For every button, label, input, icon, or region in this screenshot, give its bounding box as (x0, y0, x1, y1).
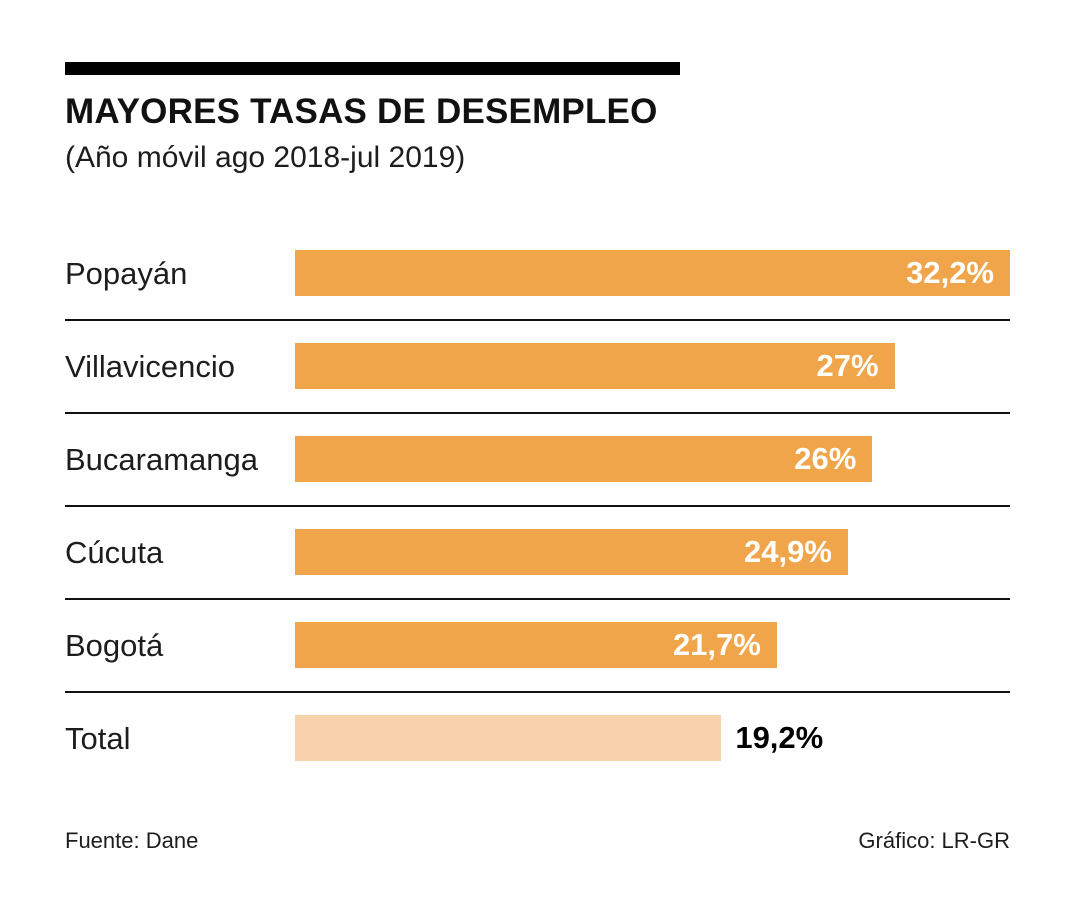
row-divider (65, 504, 1010, 507)
bar-track: 24,9% (295, 529, 1010, 575)
bar-track: 27% (295, 343, 1010, 389)
value-label: 27% (816, 348, 879, 383)
bar: 24,9% (295, 529, 848, 575)
bar (295, 715, 722, 761)
value-label: 26% (794, 441, 857, 476)
bar-chart: Popayán 32,2% Villavicencio 27% Bucarama… (65, 228, 1010, 784)
bar-row-total: Total 19,2% (65, 693, 1010, 784)
category-label: Bogotá (65, 627, 164, 663)
source-credit: Fuente: Dane (65, 827, 199, 853)
chart-footer: Fuente: Dane Gráfico: LR-GR (65, 828, 1010, 854)
row-divider (65, 597, 1010, 600)
bar: 21,7% (295, 622, 777, 668)
value-label: 21,7% (672, 627, 761, 662)
bar-track: 32,2% (295, 250, 1010, 296)
bar-row: Popayán 32,2% (65, 228, 1010, 319)
bar-row: Villavicencio 27% (65, 321, 1010, 412)
bar: 27% (295, 343, 895, 389)
value-label: 24,9% (743, 534, 832, 569)
chart-title: MAYORES TASAS DE DESEMPLEO (65, 92, 658, 131)
category-label: Bucaramanga (65, 441, 259, 477)
row-divider (65, 411, 1010, 414)
chart-subtitle: (Año móvil ago 2018-jul 2019) (65, 140, 466, 174)
bar-track: 26% (295, 436, 1010, 482)
bar: 26% (295, 436, 873, 482)
category-label: Total (65, 720, 131, 756)
bar-track: 21,7% (295, 622, 1010, 668)
category-label: Villavicencio (65, 348, 236, 384)
bar-row: Cúcuta 24,9% (65, 507, 1010, 598)
graphic-credit: Gráfico: LR-GR (858, 827, 1010, 853)
category-label: Cúcuta (65, 534, 164, 570)
bar-row: Bogotá 21,7% (65, 600, 1010, 691)
value-label: 32,2% (906, 255, 994, 290)
bar-row: Bucaramanga 26% (65, 414, 1010, 505)
bar: 32,2% (295, 250, 1010, 296)
row-divider (65, 318, 1010, 321)
bar-track: 19,2% (295, 715, 1010, 761)
category-label: Popayán (65, 255, 188, 291)
title-rule (65, 62, 680, 75)
row-divider (65, 690, 1010, 693)
value-label: 19,2% (735, 720, 824, 755)
